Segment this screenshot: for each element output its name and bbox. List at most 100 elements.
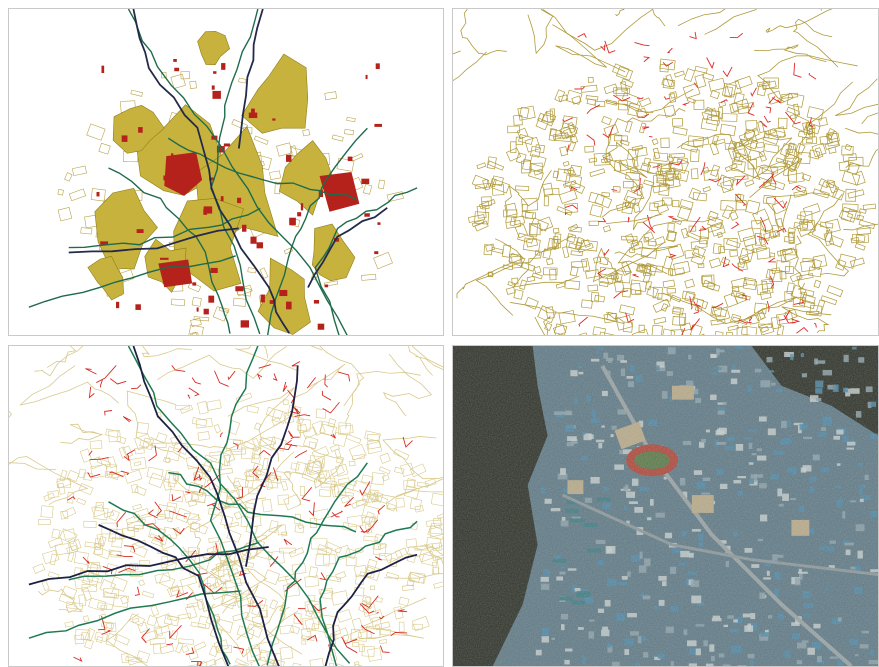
red-network-line: [96, 365, 117, 383]
red-parcel: [248, 112, 258, 119]
red-network-line: [330, 510, 343, 518]
parcel-cell: [372, 542, 387, 556]
parcel-cell: [361, 602, 377, 617]
red-network-line: [88, 450, 93, 456]
parcel-cell: [787, 172, 805, 184]
forest-areas: [87, 30, 356, 335]
red-network-line: [193, 466, 201, 482]
parcel-cell: [155, 613, 173, 629]
parcel-cell: [726, 80, 742, 97]
parcel-cell: [405, 538, 418, 548]
parcel-cell: [850, 236, 860, 244]
parcel-cell: [758, 323, 773, 329]
parcel-cell: [761, 80, 777, 91]
forest-cover-map: [28, 9, 418, 335]
parcel-cell: [666, 287, 676, 294]
red-parcel: [160, 257, 169, 260]
parcel-cell: [667, 231, 676, 242]
highlight-segment: [808, 72, 817, 80]
parcel-cell: [301, 640, 307, 645]
parcel-cell: [481, 196, 492, 206]
red-network-line: [273, 467, 279, 481]
highlight-segment: [722, 256, 730, 268]
parcel-cell: [258, 436, 276, 451]
parcel-cell: [694, 74, 707, 89]
parcel-cell: [769, 129, 786, 138]
parcel-cell: [322, 553, 336, 565]
parcel-cell: [552, 227, 560, 234]
red-network-line: [252, 465, 260, 479]
parcel-outline: [269, 170, 281, 180]
parcel-cell: [838, 253, 856, 269]
parcel-cell: [828, 146, 837, 154]
rural-parcel-line: [542, 9, 666, 51]
parcel-cell: [82, 615, 90, 623]
parcel-cell: [96, 636, 104, 643]
parcel-cell: [291, 562, 307, 575]
red-parcel: [297, 212, 302, 217]
parcel-cell: [146, 466, 164, 480]
parcel-cell: [589, 168, 606, 177]
parcel-cell: [179, 404, 194, 414]
parcel-cell: [277, 494, 290, 505]
parcel-cell: [193, 641, 207, 651]
parcel-cell: [697, 263, 705, 269]
stream-line: [28, 590, 241, 639]
red-parcel: [272, 118, 276, 121]
parcel-cell: [281, 531, 288, 537]
parcel-cell: [605, 99, 618, 106]
parcel-cell: [266, 658, 276, 664]
parcel-cell: [513, 215, 526, 226]
parcel-cell: [775, 157, 789, 165]
parcel-cell: [57, 482, 66, 495]
parcel-cell: [592, 326, 606, 335]
parcel-cell: [724, 163, 738, 172]
parcel-cell: [546, 258, 554, 266]
parcel-cell: [589, 204, 604, 218]
stream-line: [210, 9, 261, 335]
parcel-cell: [503, 209, 518, 218]
parcel-outline: [386, 191, 404, 203]
red-parcel: [347, 156, 353, 162]
parcel-cell: [624, 120, 633, 133]
parcel-cell: [569, 265, 579, 277]
parcel-cell: [208, 537, 219, 543]
red-network-line: [288, 430, 294, 438]
parcel-cell: [744, 179, 755, 187]
parcel-cell: [621, 261, 632, 275]
parcel-cell: [329, 444, 340, 452]
parcel-cell: [358, 600, 372, 614]
parcel-cell: [699, 236, 709, 245]
parcel-cell: [206, 546, 217, 555]
stream-line: [127, 9, 348, 335]
parcel-cell: [213, 639, 229, 652]
parcel-cell: [845, 188, 857, 202]
highlight-segment: [720, 99, 728, 104]
parcel-cell: [398, 596, 410, 607]
parcel-cell: [487, 160, 505, 171]
parcel-cell: [825, 128, 835, 140]
rural-parcel-line: [456, 238, 525, 299]
parcel-cell: [218, 566, 225, 578]
parcel-cell: [433, 579, 443, 589]
road-line: [132, 9, 290, 334]
parcel-cell: [667, 222, 675, 233]
parcel-cell: [367, 647, 383, 662]
parcel-cell: [220, 551, 236, 563]
stream-line: [319, 520, 418, 666]
red-parcel: [116, 301, 120, 309]
parcel-cell: [733, 139, 750, 149]
highlight-segment: [634, 42, 650, 47]
red-network-line: [118, 567, 136, 573]
parcel-outline: [232, 297, 247, 307]
highlight-segment: [747, 102, 755, 116]
parcel-cell: [340, 495, 351, 504]
parcel-cell: [132, 503, 142, 511]
rural-parcel-line: [46, 346, 77, 368]
red-network-line: [123, 545, 136, 553]
parcel-cell: [801, 294, 816, 305]
parcel-cell: [104, 592, 118, 598]
rural-parcel-line: [534, 316, 546, 335]
parcel-cell: [796, 214, 806, 221]
parcel-cell: [563, 168, 574, 175]
